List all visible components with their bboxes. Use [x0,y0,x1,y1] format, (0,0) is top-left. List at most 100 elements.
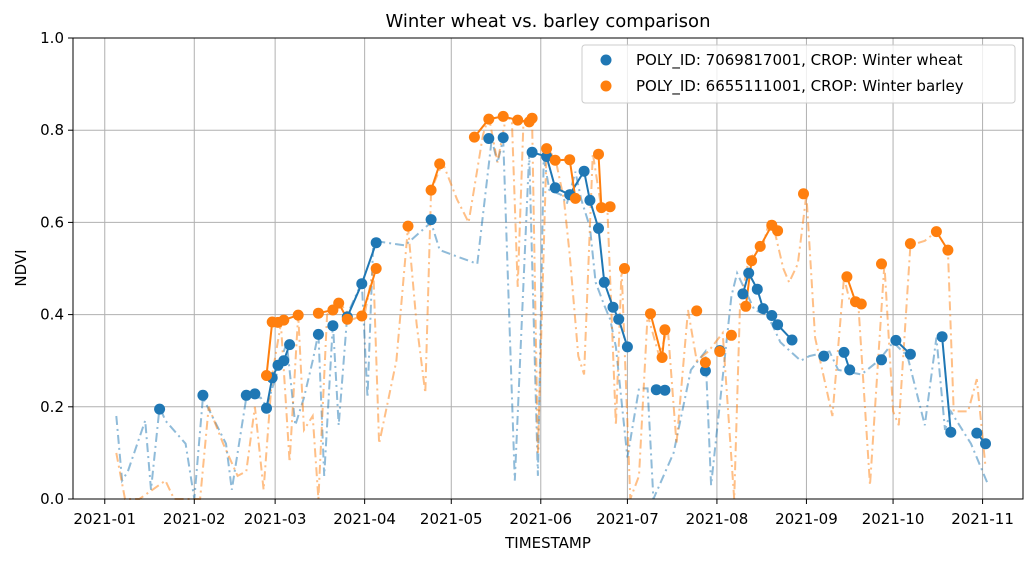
data-point-wheat [261,402,272,414]
data-point-wheat [607,301,619,313]
data-point-barley [798,188,809,200]
data-point-barley [904,238,916,250]
data-point-wheat [757,303,769,315]
data-point-barley [699,357,711,368]
data-point-barley [772,225,784,237]
data-point-wheat [904,348,916,360]
data-point-barley [930,226,942,238]
data-point-barley [725,329,737,341]
x-axis-ticks: 2021-01 2021-02 2021-03 2021-04 2021-05 2021-… [73,499,1014,528]
y-axis-ticks: 0.0 0.2 0.4 0.6 0.8 1.0 [40,29,73,508]
data-point-wheat [425,214,437,226]
data-point-barley [541,143,553,155]
connected-line-barley [597,154,611,209]
data-point-wheat [598,276,610,288]
data-point-barley [740,300,752,312]
data-point-wheat [786,334,798,346]
y-tick-label: 0.0 [40,490,64,508]
data-point-barley [261,370,272,381]
y-axis-label: NDVI [12,249,30,286]
data-point-wheat [659,384,671,396]
data-point-wheat [240,389,252,401]
data-point-barley [483,113,495,125]
legend-label-wheat: POLY_ID: 7069817001, CROP: Winter wheat [636,51,963,70]
data-point-barley [841,271,853,283]
data-point-wheat [370,237,382,249]
data-point-wheat [593,222,604,234]
series-markers [154,110,991,450]
data-point-wheat [497,132,509,144]
data-point-barley [292,309,304,321]
data-point-wheat [541,151,553,162]
x-tick-label: 2021-06 [509,510,572,528]
chart-title: Winter wheat vs. barley comparison [386,11,711,32]
data-point-barley [341,313,353,325]
data-point-wheat [737,288,749,300]
data-point-wheat [154,403,166,415]
data-point-barley [497,110,509,122]
data-point-barley [278,314,290,326]
data-point-wheat [483,133,495,144]
raw-line-wheat [115,139,990,500]
x-tick-label: 2021-09 [775,510,838,528]
data-point-wheat [945,426,957,438]
legend-label-barley: POLY_ID: 6655111001, CROP: Winter barley [636,77,964,96]
data-point-wheat [743,267,755,279]
data-point-wheat [584,194,596,206]
data-point-barley [746,255,758,267]
connected-line-wheat [941,336,952,433]
data-point-wheat [613,313,625,325]
data-point-wheat [549,182,561,194]
data-point-wheat [327,320,339,332]
data-point-wheat [356,278,368,290]
x-tick-label: 2021-11 [951,510,1014,528]
x-tick-label: 2021-07 [596,510,659,528]
data-point-wheat [876,354,887,366]
data-point-wheat [284,339,296,351]
data-point-wheat [197,389,209,401]
data-point-barley [425,184,437,196]
x-axis-label: TIMESTAMP [504,534,591,552]
data-point-wheat [772,319,784,331]
data-point-wheat [980,438,991,450]
data-point-barley [468,131,480,143]
data-point-wheat [650,384,662,396]
data-point-barley [876,258,887,270]
data-point-wheat [936,331,948,343]
y-tick-label: 0.2 [40,398,64,416]
data-point-barley [855,298,867,310]
legend-marker-wheat [600,54,612,66]
data-point-barley [659,324,671,336]
data-point-wheat [249,388,261,400]
data-point-wheat [766,310,778,321]
x-tick-label: 2021-05 [420,510,483,528]
data-point-barley [714,346,726,357]
data-point-barley [604,201,616,213]
y-tick-label: 0.6 [40,213,64,231]
x-tick-label: 2021-01 [73,510,136,528]
data-point-barley [564,154,576,166]
data-point-wheat [838,346,850,358]
data-point-barley [370,263,382,274]
data-point-barley [656,352,668,363]
data-point-wheat [312,328,324,340]
data-point-wheat [578,165,590,177]
connected-line-barley [360,268,378,317]
y-tick-label: 0.8 [40,121,64,139]
data-point-wheat [621,341,633,353]
data-point-barley [691,305,703,317]
legend-marker-barley [600,80,612,92]
data-point-barley [549,154,561,166]
x-tick-label: 2021-10 [862,510,925,528]
x-tick-label: 2021-04 [333,510,396,528]
data-point-wheat [844,364,856,376]
data-point-barley [595,202,607,214]
x-tick-label: 2021-08 [686,510,749,528]
data-point-wheat [818,350,830,362]
data-point-barley [356,310,368,322]
legend-box [581,44,1016,104]
data-point-wheat [751,283,763,295]
plot-frame [72,37,1024,500]
x-tick-label: 2021-03 [244,510,307,528]
